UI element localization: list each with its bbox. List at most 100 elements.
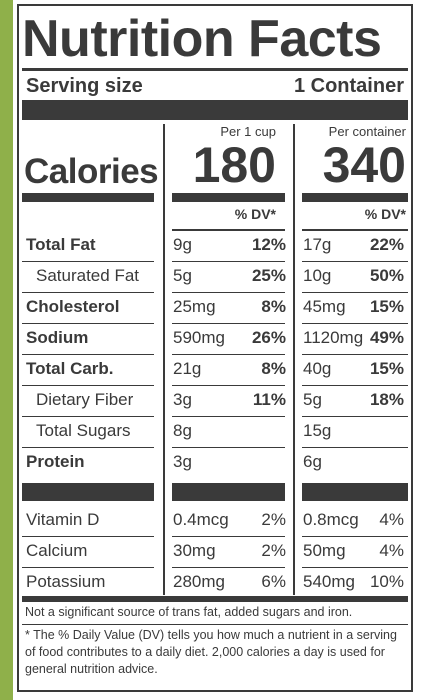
nutrient-name: Protein	[26, 452, 85, 471]
col1-header: Per 1 cup	[220, 124, 276, 139]
vitamin-1-rule-col1	[172, 567, 285, 568]
footnote-dv-line-1: * The % Daily Value (DV) tells you how m…	[25, 628, 397, 642]
vitamin-bar-col2	[302, 483, 408, 501]
calories-bar-col1	[172, 193, 285, 202]
vitamin-1-rule-left	[22, 567, 154, 568]
nutrient-amount-col1: 590mg	[173, 328, 225, 347]
nutrient-name: Saturated Fat	[36, 266, 140, 285]
nutrient-amount-col2: 6g	[303, 452, 322, 471]
serving-thick-bar	[22, 100, 408, 120]
vitamin-dv-col1: 2%	[261, 510, 286, 529]
vitamin-dv-col2: 4%	[379, 541, 404, 560]
nutrient-dv-col1: 25%	[251, 266, 286, 285]
nutrient-2-rule-col1	[172, 323, 285, 324]
vitamin-amount-col1: 0.4mcg	[173, 510, 229, 529]
nutrient-amount-col2: 40g	[303, 359, 332, 378]
footnote-dv-line-3: general nutrition advice.	[25, 662, 158, 676]
vitamin-amount-col2: 0.8mcg	[303, 510, 359, 529]
col2-dv-header: % DV*	[364, 206, 406, 222]
nutrient-dv-col2: 50%	[369, 266, 404, 285]
calories-bar-col2	[302, 193, 408, 202]
nutrient-dv-col2: 15%	[369, 359, 404, 378]
nutrient-3-rule-left	[22, 354, 154, 355]
nutrient-5-rule-col1	[172, 416, 285, 417]
nutrient-2-rule-col2	[302, 323, 408, 324]
serving-size-value: 1 Container	[293, 75, 404, 97]
nutrient-amount-col1: 5g	[173, 266, 192, 285]
nutrient-dv-col2: 15%	[369, 297, 404, 316]
nutrient-6-rule-col2	[302, 447, 408, 448]
nutrient-name: Total Fat	[26, 235, 96, 254]
nutrient-4-rule-col2	[302, 385, 408, 386]
nutrient-name: Dietary Fiber	[36, 390, 134, 409]
vitamin-name: Vitamin D	[26, 510, 100, 529]
nutrient-amount-col1: 8g	[173, 421, 192, 440]
vitamin-0-rule-col2	[302, 536, 408, 537]
calories-bar-left	[22, 193, 154, 202]
nutrient-dv-col1: 8%	[261, 359, 286, 378]
nutrient-amount-col2: 5g	[303, 390, 322, 409]
nutrient-amount-col1: 3g	[173, 452, 192, 471]
nutrient-dv-col1: 11%	[252, 390, 286, 409]
footnote-dv-line-2: of food contributes to a daily diet. 2,0…	[25, 645, 385, 659]
nutrient-dv-col1: 8%	[261, 297, 286, 316]
nutrient-amount-col1: 25mg	[173, 297, 216, 316]
dv-rule-col2	[302, 229, 408, 231]
nutrient-dv-col1: 26%	[251, 328, 286, 347]
column-divider-1	[163, 124, 165, 595]
vitamin-amount-col1: 30mg	[173, 541, 216, 560]
vitamin-bar-col1	[172, 483, 285, 501]
vitamin-dv-col2: 4%	[379, 510, 404, 529]
col2-header: Per container	[328, 124, 406, 139]
vitamin-amount-col2: 50mg	[303, 541, 346, 560]
nutrient-name: Cholesterol	[26, 297, 120, 316]
nutrition-label-panel	[17, 4, 413, 692]
nutrient-0-rule-col1	[172, 261, 285, 262]
nutrient-dv-col2: 49%	[369, 328, 404, 347]
nutrient-amount-col1: 3g	[173, 390, 192, 409]
nutrient-amount-col2: 10g	[303, 266, 332, 285]
vitamin-dv-col2: 10%	[369, 572, 404, 591]
nutrient-0-rule-col2	[302, 261, 408, 262]
nutrient-name: Sodium	[26, 328, 89, 347]
nutrient-5-rule-left	[22, 416, 154, 417]
vitamin-name: Potassium	[26, 572, 106, 591]
nutrient-0-rule-left	[22, 261, 154, 262]
vitamin-bar-left	[22, 483, 154, 501]
package-edge	[0, 0, 13, 700]
nutrient-6-rule-col1	[172, 447, 285, 448]
column-divider-2	[293, 124, 295, 595]
nutrient-amount-col2: 17g	[303, 235, 332, 254]
nutrient-2-rule-left	[22, 323, 154, 324]
col1-calories: 180	[192, 137, 276, 193]
vitamin-amount-col1: 280mg	[173, 572, 225, 591]
nutrient-3-rule-col1	[172, 354, 285, 355]
nutrient-dv-col2: 22%	[369, 235, 404, 254]
label-title: Nutrition Facts	[22, 10, 382, 68]
footnote-rule	[22, 624, 408, 625]
nutrient-amount-col1: 9g	[173, 235, 192, 254]
nutrient-amount-col2: 15g	[303, 421, 332, 440]
nutrient-dv-col2: 18%	[369, 390, 404, 409]
nutrient-3-rule-col2	[302, 354, 408, 355]
vitamin-amount-col2: 540mg	[303, 572, 355, 591]
nutrient-6-rule-left	[22, 447, 154, 448]
vitamin-dv-col1: 2%	[261, 541, 286, 560]
vitamin-dv-col1: 6%	[261, 572, 286, 591]
nutrient-1-rule-col2	[302, 292, 408, 293]
nutrient-name: Total Carb.	[26, 359, 114, 378]
col2-calories: 340	[322, 137, 406, 193]
nutrient-1-rule-col1	[172, 292, 285, 293]
dv-rule-col1	[172, 229, 285, 231]
footnote-trans-fat: Not a significant source of trans fat, a…	[25, 605, 353, 619]
nutrient-4-rule-col1	[172, 385, 285, 386]
vitamin-0-rule-col1	[172, 536, 285, 537]
col1-dv-header: % DV*	[234, 206, 276, 222]
nutrient-amount-col1: 21g	[173, 359, 202, 378]
nutrient-1-rule-left	[22, 292, 154, 293]
nutrient-amount-col2: 1120mg	[303, 328, 364, 347]
title-rule	[22, 68, 408, 71]
nutrient-amount-col2: 45mg	[303, 297, 346, 316]
serving-size-label: Serving size	[26, 75, 143, 97]
footer-thick-rule	[22, 596, 408, 602]
